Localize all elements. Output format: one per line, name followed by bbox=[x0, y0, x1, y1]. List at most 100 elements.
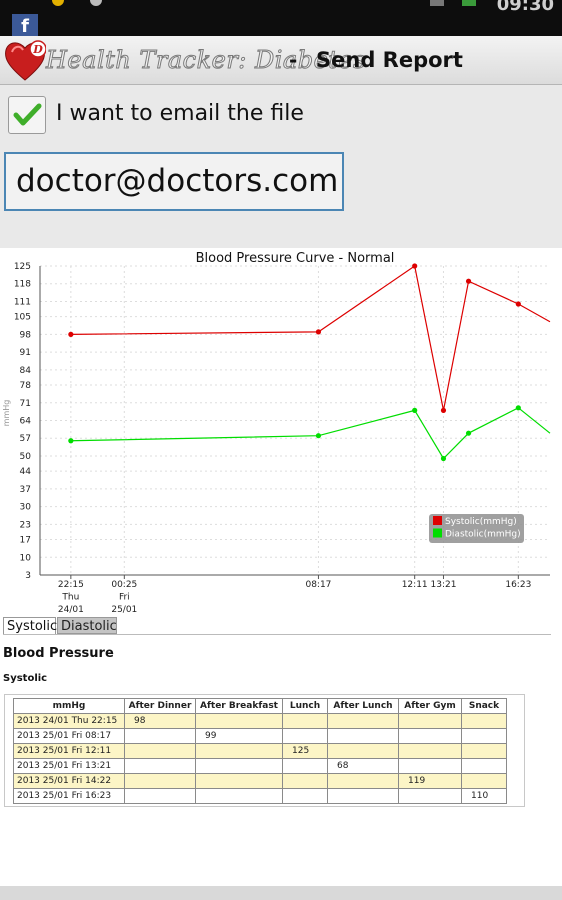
y-tick-label: 118 bbox=[14, 280, 31, 290]
table-cell bbox=[282, 788, 328, 804]
y-tick-label: 78 bbox=[20, 381, 32, 391]
table-cell bbox=[124, 728, 196, 744]
y-tick-label: 64 bbox=[20, 417, 32, 427]
checkmark-icon bbox=[13, 103, 42, 126]
tab-divider bbox=[3, 634, 551, 635]
table-cell bbox=[282, 713, 328, 729]
x-tick-label: 00:25 bbox=[111, 580, 137, 590]
email-input[interactable]: doctor@doctors.com bbox=[4, 152, 344, 211]
data-point bbox=[315, 433, 322, 439]
table-cell bbox=[398, 728, 462, 744]
tab-systolic[interactable]: Systolic bbox=[3, 617, 57, 634]
legend-swatch bbox=[433, 528, 442, 538]
table-cell: 2013 25/01 Fri 12:11 bbox=[13, 743, 125, 759]
data-point bbox=[515, 405, 521, 411]
signal-icon bbox=[430, 0, 444, 6]
legend-box bbox=[429, 514, 524, 543]
table-cell: 2013 25/01 Fri 13:21 bbox=[13, 758, 125, 774]
y-axis-label: mmHg bbox=[2, 400, 11, 427]
column-header: Snack bbox=[461, 698, 507, 714]
column-header: Lunch bbox=[282, 698, 328, 714]
y-tick-label: 3 bbox=[25, 571, 31, 581]
table-row: 2013 25/01 Fri 13:21 68 bbox=[13, 758, 507, 774]
table-cell bbox=[327, 743, 399, 759]
table-cell bbox=[398, 743, 462, 759]
x-tick-label: 08:17 bbox=[305, 580, 331, 590]
section-subtitle: Systolic bbox=[3, 673, 48, 684]
table-cell bbox=[282, 758, 328, 774]
table-cell bbox=[195, 758, 283, 774]
email-file-checkbox[interactable] bbox=[8, 96, 46, 134]
data-point bbox=[68, 331, 74, 337]
table-cell: 119 bbox=[398, 773, 462, 789]
y-tick-label: 37 bbox=[20, 485, 31, 495]
legend-swatch bbox=[433, 516, 442, 525]
table-row: 2013 25/01 Fri 12:11 125 bbox=[13, 743, 507, 759]
x-tick-label: 12:11 bbox=[402, 580, 428, 590]
data-point bbox=[515, 301, 521, 307]
x-tick-label: 16:23 bbox=[505, 580, 531, 590]
tab-diastolic[interactable]: Diastolic bbox=[57, 617, 117, 634]
y-tick-label: 44 bbox=[20, 467, 32, 477]
table-row: 2013 25/01 Fri 16:23 110 bbox=[13, 788, 507, 804]
email-file-label: I want to email the file bbox=[56, 101, 304, 126]
data-point bbox=[465, 430, 472, 436]
notification-icon bbox=[90, 0, 102, 6]
table-cell bbox=[398, 713, 462, 729]
facebook-notification-icon: f bbox=[12, 14, 38, 36]
table-cell bbox=[461, 728, 507, 744]
column-header: After Gym bbox=[398, 698, 462, 714]
table-cell bbox=[124, 788, 196, 804]
x-tick-label: 25/01 bbox=[111, 605, 137, 615]
table-cell bbox=[195, 788, 283, 804]
clock: 09:30 bbox=[496, 0, 554, 15]
table-row: 2013 24/01 Thu 22:15 98 bbox=[13, 713, 507, 729]
table-cell bbox=[327, 788, 399, 804]
y-tick-label: 10 bbox=[20, 553, 32, 563]
y-tick-label: 23 bbox=[20, 520, 31, 530]
svg-text:D: D bbox=[32, 43, 43, 56]
x-tick-label: 24/01 bbox=[58, 605, 84, 615]
table-header-row: mmHg After Dinner After Breakfast Lunch … bbox=[13, 698, 507, 714]
legend-label: Diastolic(mmHg) bbox=[445, 530, 521, 540]
app-logo-icon: D bbox=[5, 40, 46, 81]
table-frame bbox=[4, 694, 525, 807]
table-cell bbox=[398, 758, 462, 774]
table-cell: 125 bbox=[282, 743, 328, 759]
table-cell bbox=[327, 773, 399, 789]
table-row: 2013 25/01 Fri 08:17 99 bbox=[13, 728, 507, 744]
x-tick-label: 22:15 bbox=[58, 580, 84, 590]
y-tick-label: 50 bbox=[20, 452, 32, 462]
data-point bbox=[412, 407, 418, 413]
app-title-bar: D Health Tracker: Diabetes - Send Report bbox=[0, 36, 562, 85]
table-cell bbox=[282, 728, 328, 744]
x-tick-label: Fri bbox=[119, 593, 130, 603]
legend-label: Systolic(mmHg) bbox=[445, 517, 517, 527]
data-point bbox=[315, 329, 322, 335]
readings-table: mmHg After Dinner After Breakfast Lunch … bbox=[13, 698, 507, 804]
notification-icon bbox=[52, 0, 64, 6]
table-cell bbox=[398, 788, 462, 804]
y-tick-label: 105 bbox=[14, 313, 31, 323]
app-name: Health Tracker: Diabetes bbox=[46, 46, 366, 75]
table-cell: 110 bbox=[461, 788, 507, 804]
column-header: mmHg bbox=[13, 698, 125, 714]
table-row: 2013 25/01 Fri 14:22 119 bbox=[13, 773, 507, 789]
table-cell bbox=[124, 743, 196, 759]
table-cell bbox=[195, 743, 283, 759]
table-cell: 2013 24/01 Thu 22:15 bbox=[13, 713, 125, 729]
table-cell: 98 bbox=[124, 713, 196, 729]
column-header: After Dinner bbox=[124, 698, 196, 714]
navigation-bar bbox=[0, 886, 562, 900]
y-tick-label: 71 bbox=[20, 399, 31, 409]
table-cell bbox=[327, 713, 399, 729]
section-title: Blood Pressure bbox=[3, 646, 114, 661]
y-tick-label: 30 bbox=[20, 503, 32, 513]
table-cell bbox=[195, 773, 283, 789]
table-cell bbox=[461, 773, 507, 789]
table-cell bbox=[282, 773, 328, 789]
table-cell bbox=[327, 728, 399, 744]
x-tick-label: Thu bbox=[61, 593, 79, 603]
data-point bbox=[440, 407, 447, 413]
y-tick-label: 17 bbox=[20, 536, 31, 546]
